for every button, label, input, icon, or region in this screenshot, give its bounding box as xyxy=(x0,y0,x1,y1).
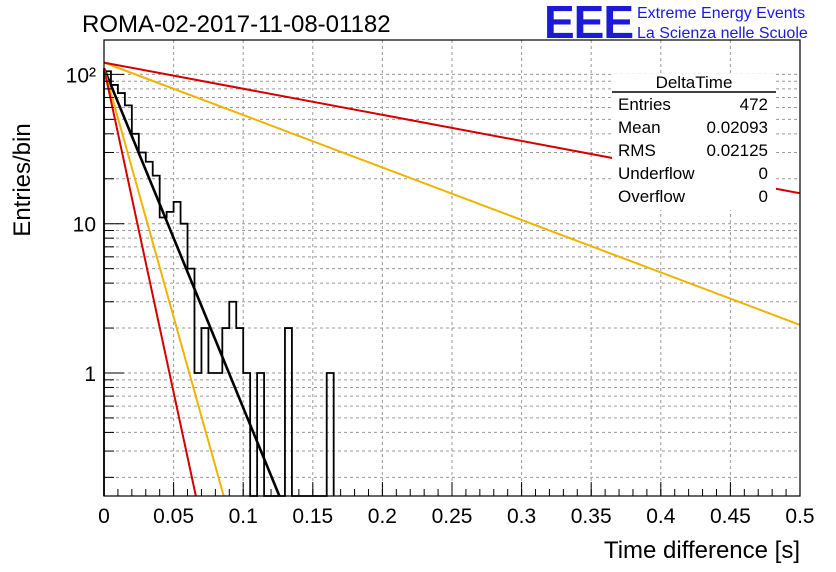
fit-line xyxy=(103,68,197,497)
y-tick-label: 10 xyxy=(73,214,96,237)
stats-label-underflow: Underflow xyxy=(618,164,695,183)
stats-value-entries: 472 xyxy=(740,95,768,114)
histogram xyxy=(103,70,335,497)
x-tick-label: 0.45 xyxy=(710,505,751,528)
axis-ticks: 0 0.05 0.1 0.15 0.2 0.25 0.3 0.35 0.4 0.45 0.5 1 10 1… xyxy=(66,64,815,528)
stats-label-rms: RMS xyxy=(618,141,656,160)
stats-label-mean: Mean xyxy=(618,118,661,137)
stats-box: DeltaTime Entries 472 Mean 0.02093 RMS 0… xyxy=(612,73,776,210)
x-tick-label: 0.05 xyxy=(153,505,194,528)
x-tick-label: 0 xyxy=(98,505,110,528)
x-tick-label: 0.4 xyxy=(646,505,676,528)
eee-logo: EEE xyxy=(544,0,633,48)
y-tick-label: 10² xyxy=(66,64,96,87)
grid xyxy=(104,40,800,496)
x-tick-label: 0.3 xyxy=(507,505,536,528)
stats-box-frame xyxy=(612,74,776,210)
x-axis-label: Time difference [s] xyxy=(604,537,800,564)
org-name: Extreme Energy Events xyxy=(637,5,805,22)
chart-title: ROMA-02-2017-11-08-01182 xyxy=(82,11,391,38)
fit-line xyxy=(103,61,801,326)
y-axis-label: Entries/bin xyxy=(9,123,36,236)
histogram-bins xyxy=(103,70,335,497)
fit-line xyxy=(103,67,225,497)
stats-label-entries: Entries xyxy=(618,95,671,114)
x-tick-label: 0.25 xyxy=(432,505,473,528)
org-subtitle: La Scienza nelle Scuole xyxy=(637,25,808,42)
fit-line xyxy=(102,67,281,497)
stats-label-overflow: Overflow xyxy=(618,187,686,206)
x-tick-label: 0.1 xyxy=(229,505,258,528)
stats-value-rms: 0.02125 xyxy=(707,141,768,160)
x-tick-label: 0.2 xyxy=(368,505,397,528)
y-tick-label: 1 xyxy=(84,363,96,386)
x-tick-label: 0.15 xyxy=(292,505,333,528)
stats-value-underflow: 0 xyxy=(759,164,768,183)
stats-value-overflow: 0 xyxy=(759,187,768,206)
x-tick-label: 0.35 xyxy=(571,505,612,528)
stats-value-mean: 0.02093 xyxy=(707,118,768,137)
x-tick-label: 0.5 xyxy=(785,505,814,528)
stats-name: DeltaTime xyxy=(656,73,733,92)
